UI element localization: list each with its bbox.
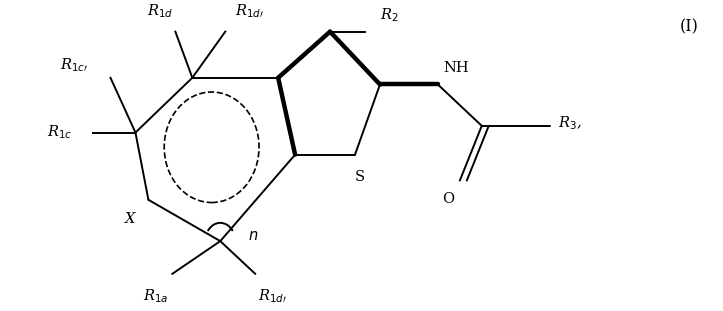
Text: R$_{2}$: R$_{2}$ <box>380 6 399 24</box>
Text: S: S <box>355 170 365 184</box>
Text: R$_{1d}$: R$_{1d}$ <box>147 2 174 20</box>
Text: NH: NH <box>443 61 469 75</box>
Text: O: O <box>442 192 454 206</box>
Text: R$_{3}$,: R$_{3}$, <box>557 114 581 132</box>
Text: R$_{1c\prime}$: R$_{1c\prime}$ <box>60 56 88 74</box>
Text: R$_{1a}$: R$_{1a}$ <box>142 287 168 305</box>
Text: R$_{1d\prime}$: R$_{1d\prime}$ <box>235 2 265 20</box>
Text: (I): (I) <box>680 18 699 35</box>
Text: $n$: $n$ <box>248 229 259 243</box>
Text: X: X <box>125 212 135 226</box>
Text: R$_{1c}$: R$_{1c}$ <box>47 124 72 142</box>
Text: R$_{1d\prime}$: R$_{1d\prime}$ <box>257 287 287 305</box>
